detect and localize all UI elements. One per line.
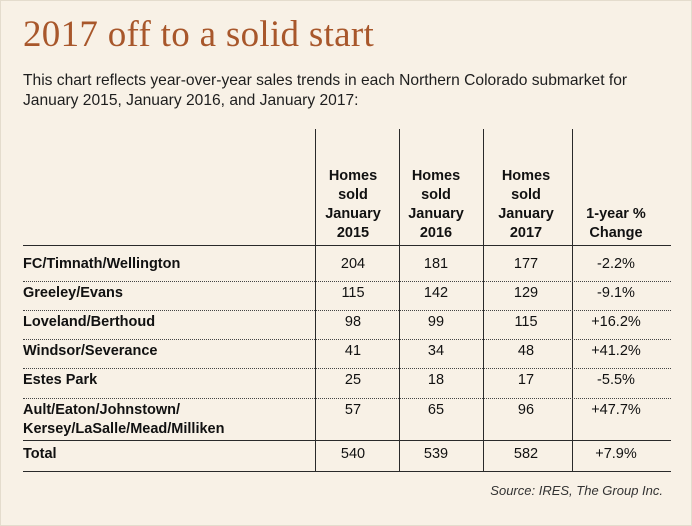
row-divider (23, 368, 671, 369)
column-header-line: 2015 (336, 225, 370, 241)
column-header: 1-year % Change (568, 205, 664, 243)
column-header-line: Homes (328, 168, 378, 184)
column-header-line: Homes (501, 168, 551, 184)
table-cell: 41 (344, 343, 362, 359)
total-cell: 539 (423, 446, 449, 462)
table-cell: -2.2% (597, 256, 635, 272)
column-separator (315, 129, 316, 471)
row-label-line: Loveland/Berthoud (23, 314, 156, 330)
table-cell: 48 (517, 343, 535, 359)
column-separator (572, 129, 573, 471)
table-cell: 204 (340, 256, 366, 272)
column-header: Homes sold January 2017 (484, 167, 568, 243)
table-cell: 57 (344, 402, 362, 418)
column-header: Homes sold January 2015 (313, 167, 393, 243)
column-header-line: Change (589, 225, 643, 241)
total-label: Total (23, 446, 57, 462)
total-cell: +7.9% (595, 446, 637, 462)
total-cell: 582 (513, 446, 539, 462)
row-divider (23, 310, 671, 311)
column-header-line: sold (421, 187, 451, 203)
table-cell: 99 (427, 314, 445, 330)
column-separator (483, 129, 484, 471)
table-cell: +16.2% (591, 314, 641, 330)
chart-title: 2017 off to a solid start (23, 14, 375, 55)
table-cell: 18 (427, 372, 445, 388)
row-label: Estes Park (23, 371, 97, 390)
table-cell: -5.5% (597, 372, 635, 388)
table-cell: 129 (513, 285, 539, 301)
row-label: Ault/Eaton/Johnstown/Kersey/LaSalle/Mead… (23, 401, 224, 439)
row-label: FC/Timnath/Wellington (23, 255, 180, 274)
chart-subtitle: This chart reflects year-over-year sales… (23, 72, 628, 109)
total-rule (23, 440, 671, 441)
column-header-line: 2016 (419, 225, 453, 241)
table-cell: 25 (344, 372, 362, 388)
source-note: Source: IRES, The Group Inc. (490, 483, 663, 498)
column-header-line: January (408, 206, 464, 222)
column-header-line: January (498, 206, 554, 222)
table-cell: 98 (344, 314, 362, 330)
column-header: Homes sold January 2016 (396, 167, 476, 243)
column-header-line: 2017 (509, 225, 543, 241)
table-cell: -9.1% (597, 285, 635, 301)
row-label-line: FC/Timnath/Wellington (23, 256, 181, 272)
row-label: Windsor/Severance (23, 342, 157, 361)
row-label-line: Ault/Eaton/Johnstown/ (23, 402, 181, 418)
row-divider (23, 281, 671, 282)
table-cell: 142 (423, 285, 449, 301)
column-header-line: sold (511, 187, 541, 203)
table-bottom-rule (23, 471, 671, 472)
row-divider (23, 398, 671, 399)
table-cell: 177 (513, 256, 539, 272)
row-label: Loveland/Berthoud (23, 313, 155, 332)
table-cell: 115 (514, 314, 538, 330)
table-cell: +47.7% (591, 402, 641, 418)
row-divider (23, 339, 671, 340)
row-label-line: Windsor/Severance (23, 343, 158, 359)
column-header-line: Homes (411, 168, 461, 184)
table-cell: 65 (427, 402, 445, 418)
total-cell: 540 (340, 446, 366, 462)
column-header-line: January (325, 206, 381, 222)
table-cell: 34 (427, 343, 445, 359)
column-header-line: sold (338, 187, 368, 203)
column-separator (399, 129, 400, 471)
row-label-line: Greeley/Evans (23, 285, 123, 301)
table-cell: 181 (423, 256, 449, 272)
row-label: Greeley/Evans (23, 284, 123, 303)
row-label-line: Kersey/LaSalle/Mead/Milliken (23, 421, 225, 437)
header-rule (23, 245, 671, 246)
column-header-line: 1-year % (586, 206, 646, 222)
table-cell: 17 (517, 372, 535, 388)
row-label-line: Estes Park (23, 372, 98, 388)
table-cell: +41.2% (591, 343, 641, 359)
table-cell: 115 (341, 285, 365, 301)
table-cell: 96 (517, 402, 535, 418)
